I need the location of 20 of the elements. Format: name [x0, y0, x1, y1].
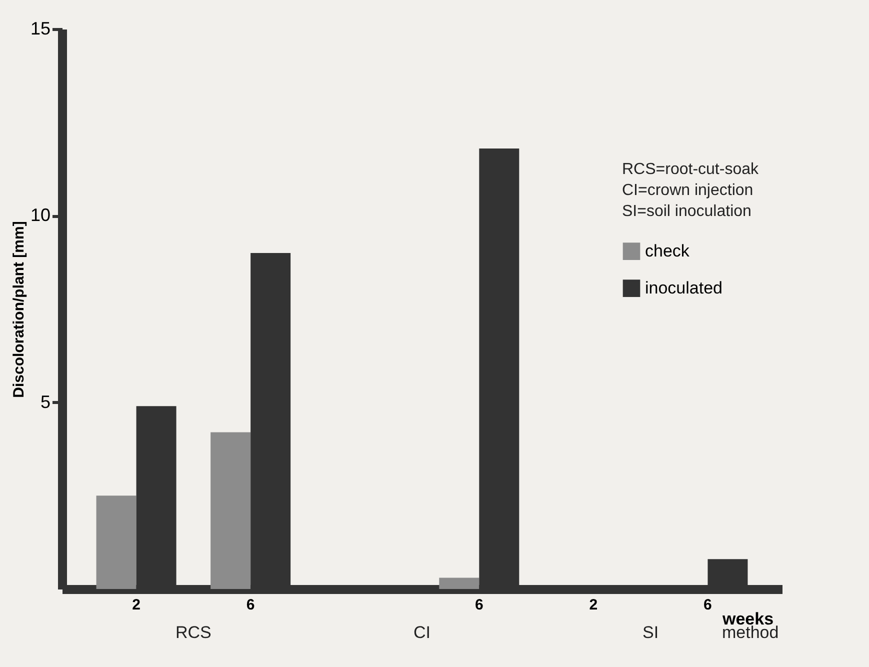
bar: [439, 578, 480, 589]
bar: [210, 432, 251, 589]
y-tick-label: 15: [30, 18, 50, 38]
text: RCS: [175, 623, 212, 642]
x-tick-label: 6: [474, 596, 484, 614]
y-tick-label: 10: [30, 205, 50, 226]
x-tick-label: 2: [589, 596, 598, 614]
y-axis-title: Discoloration/plant [mm]: [10, 221, 28, 398]
legend-label: inoculated: [645, 278, 723, 298]
y-tick-label: 5: [40, 392, 50, 412]
text: CI: [414, 623, 430, 642]
text: SI: [642, 623, 659, 642]
x-tick-label: 6: [704, 596, 712, 614]
annotation: SI=soil inoculation: [622, 203, 752, 220]
x-tick-label: 6: [246, 596, 255, 614]
annotation: CI=crown injection: [622, 182, 754, 199]
x-tick-label: 2: [132, 596, 140, 614]
legend-label: check: [645, 241, 690, 260]
annotation: RCS=root-cut-soak: [622, 161, 760, 178]
bar: [96, 496, 136, 589]
